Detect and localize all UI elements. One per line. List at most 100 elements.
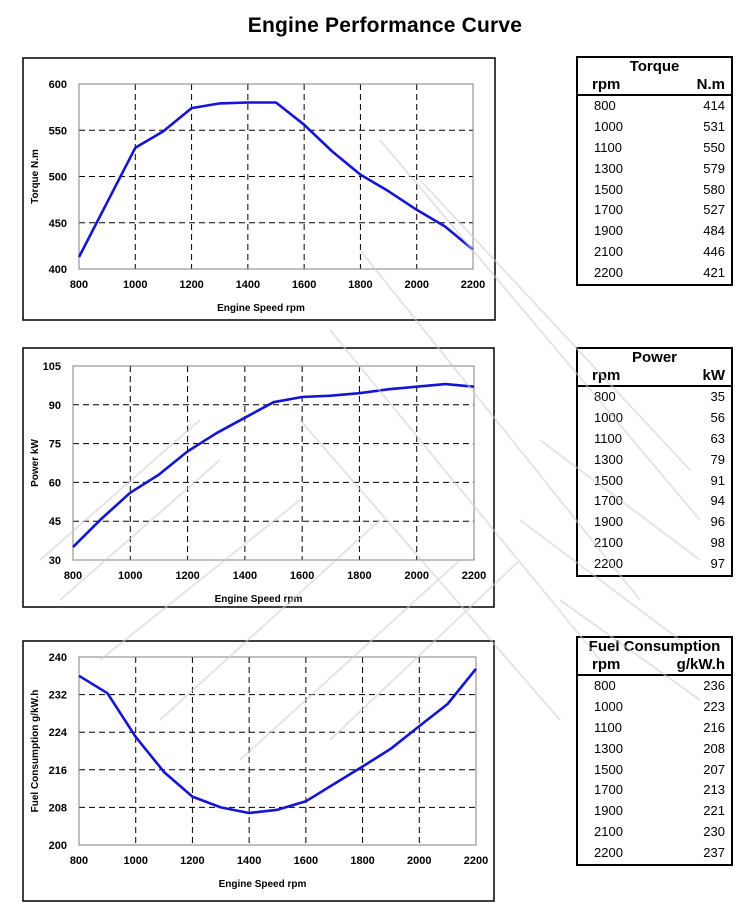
table-row: 1000 223 [578, 697, 731, 718]
table-row: 800 35 [578, 387, 731, 408]
y-axis-label: Torque N.m [30, 149, 41, 204]
table-row: 1100 63 [578, 429, 731, 450]
table-body: 800 236 1000 223 1100 216 1300 208 1500 207 1… [578, 674, 731, 864]
y-tick-label: 90 [49, 400, 61, 412]
value-cell: 236 [703, 678, 725, 693]
table-row: 2200 97 [578, 554, 731, 575]
x-tick-label: 2200 [464, 855, 488, 867]
unit-column-header: kW [702, 367, 726, 384]
y-tick-label: 75 [49, 439, 61, 451]
y-tick-label: 400 [49, 264, 67, 276]
value-cell: 221 [703, 803, 725, 819]
y-axis-label: Power kW [30, 439, 41, 487]
rpm-cell: 1300 [594, 451, 623, 467]
unit-column-header: N.m [696, 76, 725, 93]
table-header: rpm kW [578, 367, 731, 385]
x-axis-label: Engine Speed rpm [217, 303, 305, 314]
rpm-cell: 800 [594, 98, 616, 113]
x-tick-label: 1000 [118, 570, 142, 582]
table-title: Fuel Consumption [588, 638, 721, 655]
y-tick-label: 450 [49, 218, 67, 230]
value-cell: 63 [710, 430, 725, 446]
value-cell: 207 [703, 761, 725, 777]
y-tick-label: 224 [49, 727, 68, 739]
table-title: Torque [629, 58, 680, 75]
table-header: rpm N.m [578, 76, 731, 94]
value-cell: 216 [703, 719, 725, 735]
table-row: 1100 550 [578, 138, 731, 159]
rpm-cell: 1100 [594, 430, 622, 446]
rpm-cell: 1300 [594, 160, 623, 176]
value-cell: 446 [703, 244, 725, 260]
table-row: 1300 79 [578, 450, 731, 471]
rpm-column-header: rpm [592, 656, 621, 673]
fuel-consumption-table: Fuel Consumption rpm g/kW.h 800 236 1000 2… [576, 636, 733, 867]
rpm-cell: 1500 [594, 181, 623, 197]
table-row: 800 236 [578, 676, 731, 697]
table-row: 1500 91 [578, 471, 731, 492]
table-row: 1500 580 [578, 180, 731, 201]
table-row: 1700 94 [578, 491, 731, 512]
table-row: 2200 421 [578, 263, 731, 284]
y-tick-label: 600 [49, 79, 67, 91]
x-tick-label: 1400 [236, 279, 260, 291]
x-tick-label: 800 [70, 279, 88, 291]
x-tick-label: 1200 [175, 570, 199, 582]
x-tick-label: 2200 [461, 279, 485, 291]
power-table: Power rpm kW 800 35 1000 56 1100 63 1300 79 … [576, 347, 733, 578]
fuel-consumption-chart: 800 1000 1200 1400 1600 1800 2000 2200 200 208 216… [22, 640, 495, 902]
rpm-cell: 2200 [594, 845, 623, 861]
y-tick-label: 105 [43, 361, 61, 373]
table-row: 2100 446 [578, 242, 731, 263]
rpm-cell: 2100 [594, 244, 623, 260]
x-tick-label: 2000 [404, 279, 428, 291]
value-cell: 580 [703, 181, 725, 197]
value-cell: 79 [710, 451, 725, 467]
rpm-cell: 1700 [594, 782, 623, 798]
rpm-cell: 1900 [594, 803, 623, 819]
y-tick-label: 208 [49, 802, 67, 814]
rpm-cell: 1500 [594, 761, 623, 777]
rpm-cell: 1300 [594, 740, 623, 756]
rpm-column-header: rpm [592, 76, 621, 93]
x-tick-label: 800 [70, 855, 88, 867]
rpm-cell: 1100 [594, 139, 622, 155]
value-cell: 579 [703, 160, 725, 176]
value-cell: 97 [710, 556, 725, 572]
rpm-cell: 1500 [594, 472, 623, 488]
x-tick-label: 1800 [347, 570, 371, 582]
rpm-cell: 1000 [594, 698, 623, 714]
table-row: 800 414 [578, 96, 731, 117]
value-cell: 230 [703, 824, 725, 840]
y-tick-label: 500 [49, 172, 67, 184]
table-row: 1700 213 [578, 780, 731, 801]
rpm-cell: 1000 [594, 409, 623, 425]
value-cell: 223 [703, 698, 725, 714]
table-row: 2100 230 [578, 822, 731, 843]
x-tick-label: 1800 [348, 279, 372, 291]
y-tick-label: 200 [49, 840, 67, 852]
x-tick-label: 1400 [237, 855, 261, 867]
table-row: 1900 221 [578, 801, 731, 822]
table-row: 1900 96 [578, 512, 731, 533]
y-tick-label: 45 [49, 516, 61, 528]
table-title: Power [631, 349, 677, 366]
value-cell: 484 [703, 223, 725, 239]
value-cell: 527 [703, 202, 725, 218]
y-axis-label: Fuel Consumption g/kW.h [30, 690, 41, 813]
x-tick-label: 2000 [407, 855, 431, 867]
table-header: rpm g/kW.h [578, 656, 731, 674]
table-row: 1500 207 [578, 760, 731, 781]
rpm-column-header: rpm [592, 367, 621, 384]
table-row: 2100 98 [578, 533, 731, 554]
unit-column-header: g/kW.h [676, 656, 725, 673]
x-tick-label: 1600 [294, 855, 318, 867]
power-chart: 800 1000 1200 1400 1600 1800 2000 2200 30 45 60 75 9… [22, 347, 495, 608]
x-tick-label: 1000 [123, 855, 147, 867]
x-tick-label: 2200 [462, 570, 486, 582]
table-row: 1300 579 [578, 159, 731, 180]
value-cell: 94 [710, 493, 725, 509]
table-row: 2200 237 [578, 843, 731, 864]
y-tick-label: 60 [49, 477, 61, 489]
y-tick-label: 216 [49, 765, 67, 777]
